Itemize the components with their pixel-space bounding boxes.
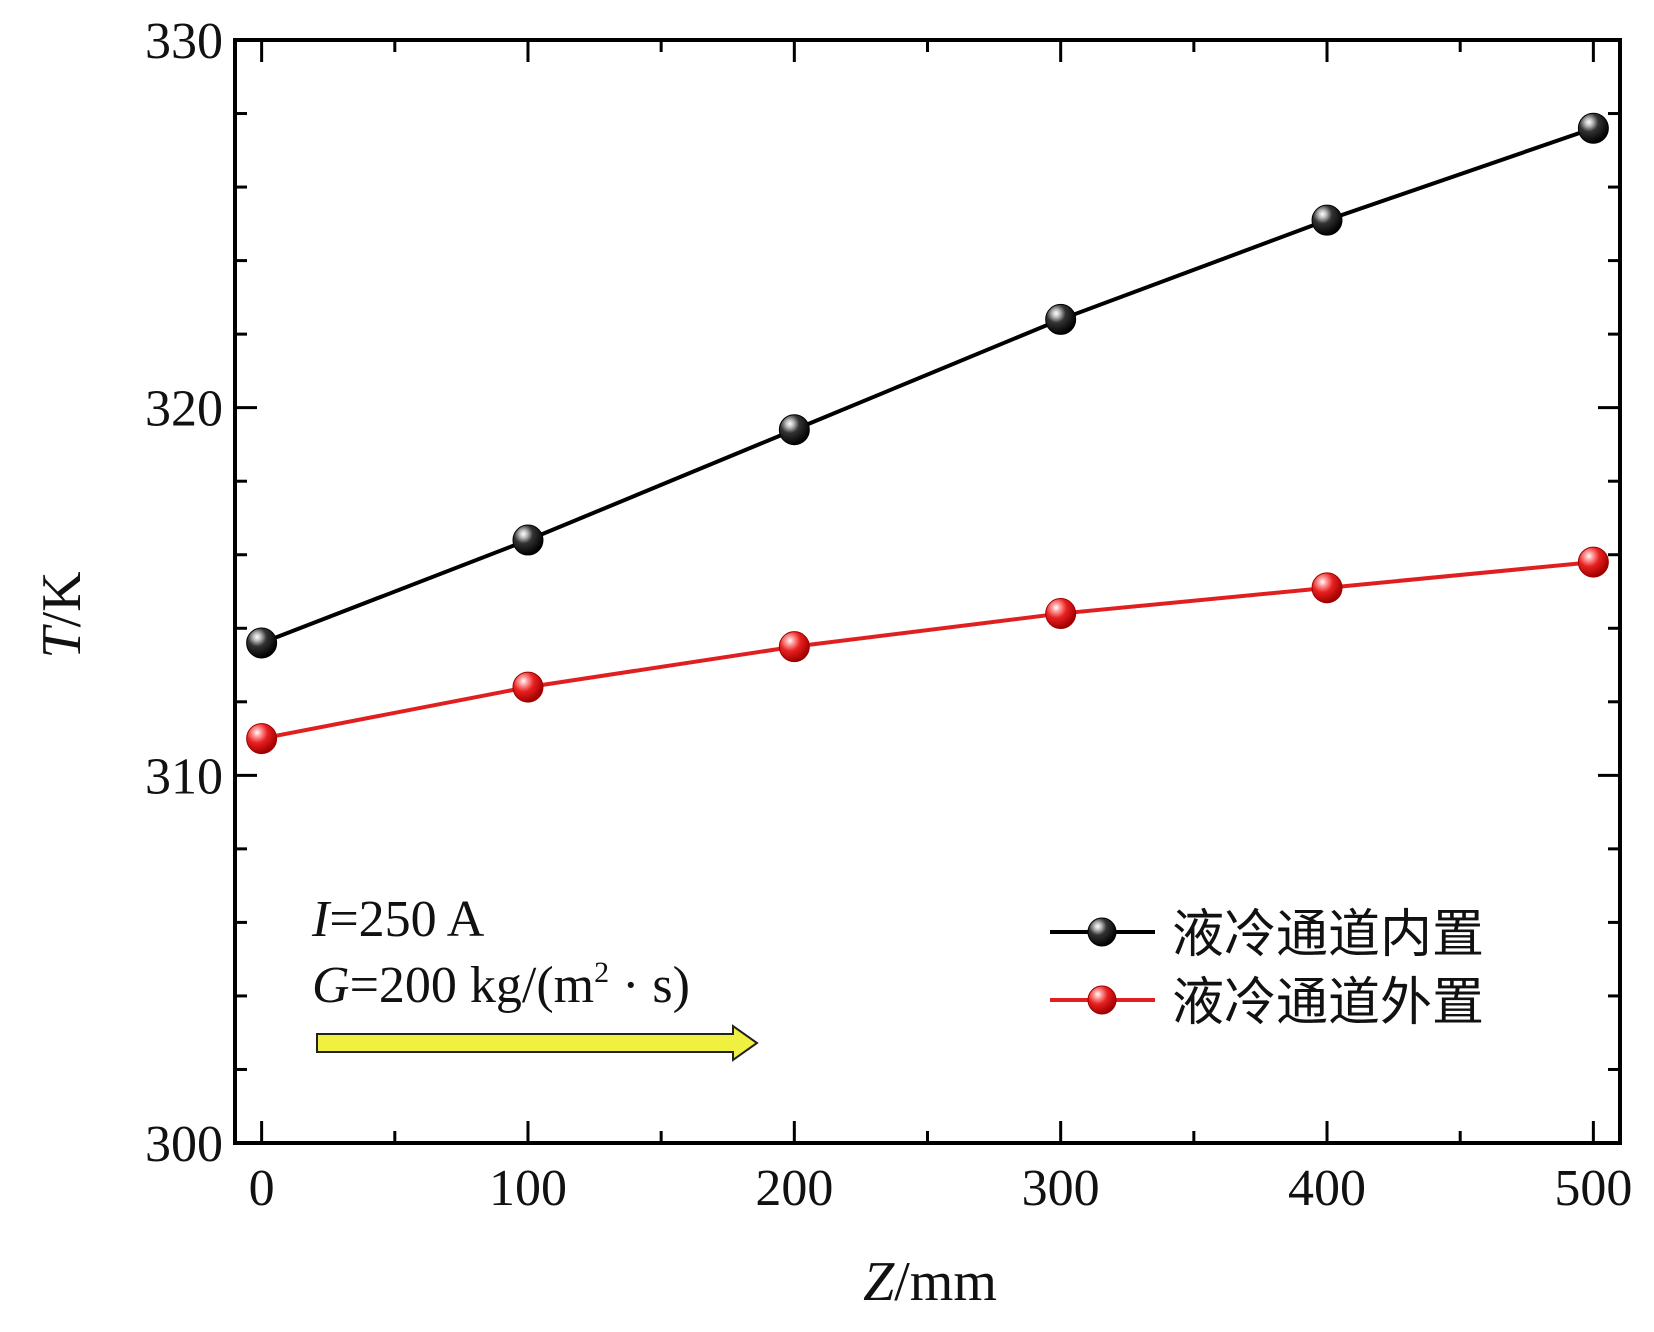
legend-marker-outer <box>1087 985 1117 1015</box>
data-point-1 <box>1577 546 1609 578</box>
series-layer <box>246 112 1609 755</box>
x-tick-label: 0 <box>249 1160 275 1217</box>
legend-marker-inner <box>1087 917 1117 947</box>
y-tick-label: 310 <box>145 748 223 805</box>
y-axis-title: T/K <box>31 571 93 658</box>
data-point-1 <box>1311 572 1343 604</box>
data-point-1 <box>1045 598 1077 630</box>
legend: 液冷通道内置 液冷通道外置 <box>1050 905 1484 1033</box>
legend-label-outer: 液冷通道外置 <box>1172 973 1484 1033</box>
x-axis-title: Z/mm <box>863 1251 997 1313</box>
x-tick-label: 100 <box>489 1160 567 1217</box>
data-point-0 <box>1577 112 1609 144</box>
series-line-1 <box>261 560 1594 741</box>
axes: 0 100 200 300 400 500 300 310 320 330 <box>145 13 1632 1217</box>
y-tick-label: 300 <box>145 1116 223 1173</box>
data-point-1 <box>512 671 544 703</box>
data-point-0 <box>512 524 544 556</box>
y-tick-label: 320 <box>145 381 223 438</box>
flux-annotation: G=200 kg/(m2 · s) <box>312 956 690 1014</box>
x-tick-label: 200 <box>755 1160 833 1217</box>
legend-label-inner: 液冷通道内置 <box>1172 905 1484 965</box>
series-line-0 <box>260 126 1595 645</box>
flow-direction-arrow <box>316 1024 759 1062</box>
data-point-1 <box>246 723 278 755</box>
x-tick-label: 500 <box>1554 1160 1632 1217</box>
x-tick-label: 300 <box>1022 1160 1100 1217</box>
y-tick-label: 330 <box>145 13 223 70</box>
data-point-0 <box>778 414 810 446</box>
data-point-0 <box>1045 303 1077 335</box>
x-tick-label: 400 <box>1288 1160 1366 1217</box>
data-point-1 <box>778 631 810 663</box>
data-point-0 <box>1311 204 1343 236</box>
data-point-0 <box>246 627 278 659</box>
current-annotation: I=250 A <box>311 891 485 948</box>
